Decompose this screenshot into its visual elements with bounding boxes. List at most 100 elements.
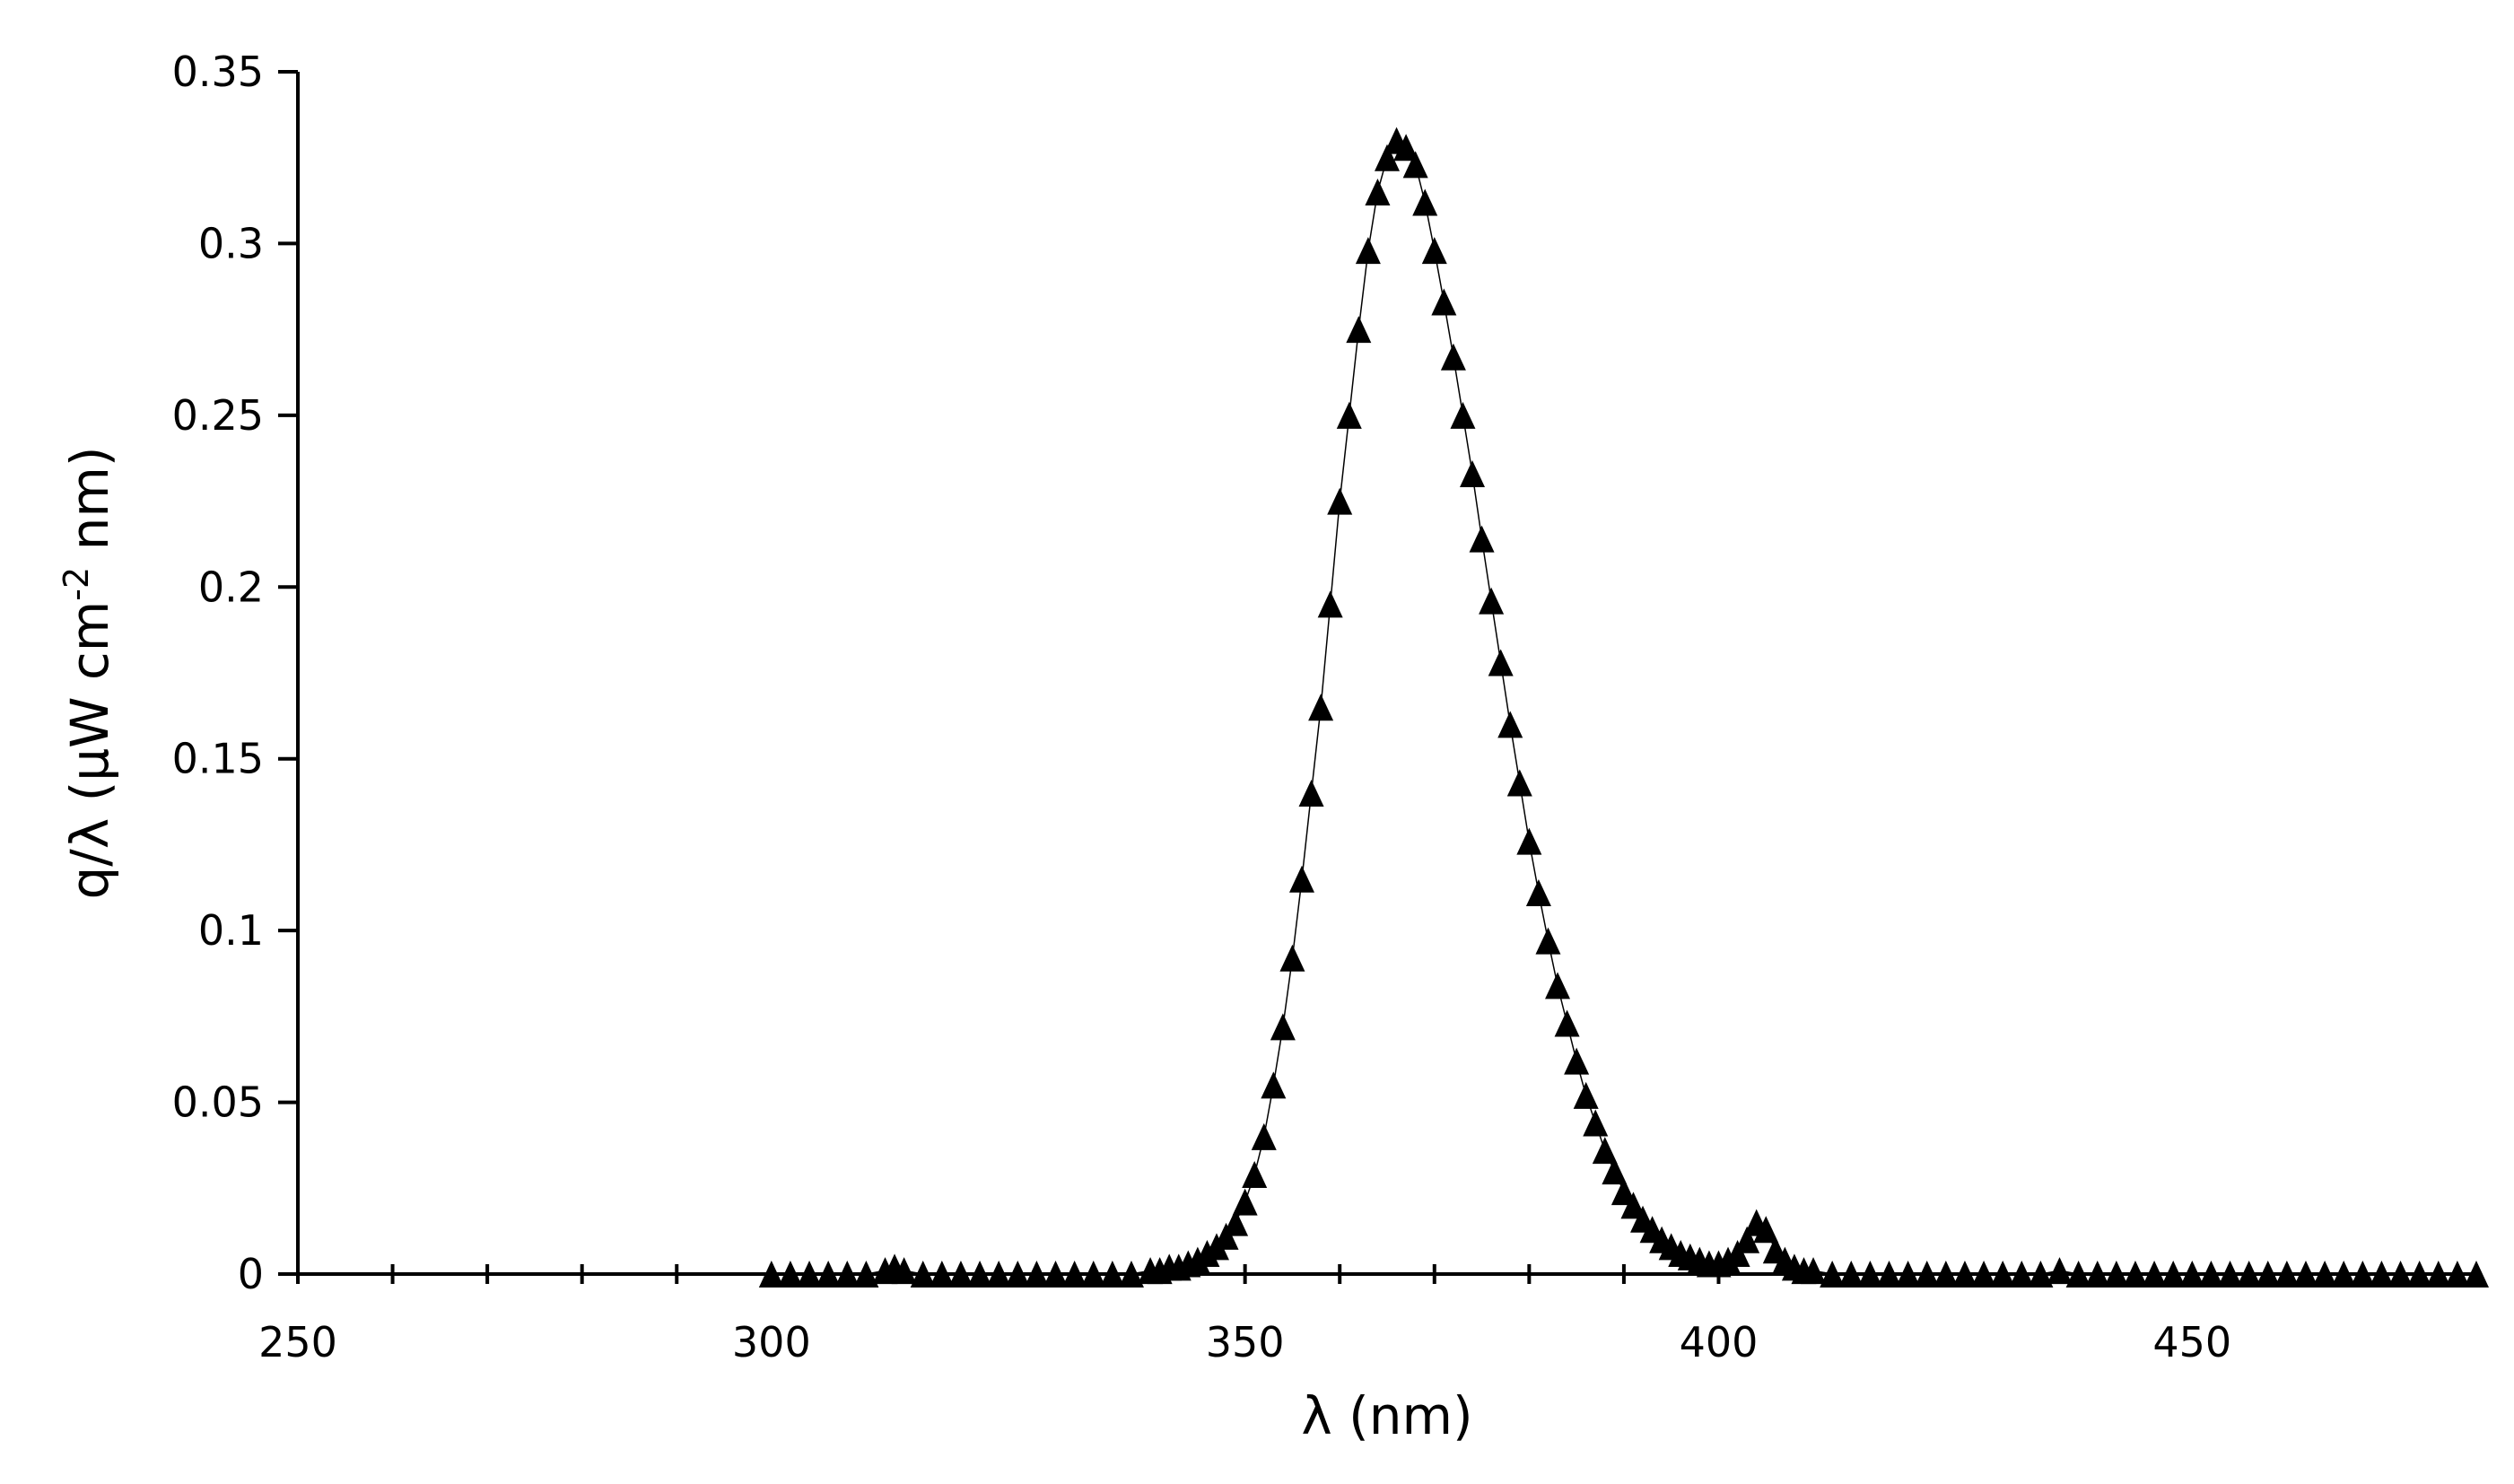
data-point <box>1535 927 1561 955</box>
data-point <box>2331 1261 2357 1288</box>
y-tick-label: 0.1 <box>198 906 264 955</box>
data-point <box>1080 1261 1106 1288</box>
data-point <box>2350 1261 2376 1288</box>
data-point <box>1118 1261 1144 1288</box>
data-point <box>910 1261 936 1288</box>
y-axis-title-superscript: -2 <box>57 567 96 601</box>
data-point <box>1620 1192 1646 1219</box>
data-point <box>2292 1261 2318 1288</box>
data-point <box>1933 1261 1959 1288</box>
data-point <box>1317 590 1343 618</box>
data-point <box>1525 879 1551 907</box>
data-point <box>2312 1261 2338 1288</box>
data-point <box>986 1261 1012 1288</box>
axes: 0 0.05 0.1 0.15 0.2 0.25 0.3 0.35 250 300 350 400 45… <box>172 48 2478 1366</box>
data-point <box>1488 649 1514 677</box>
data-point <box>1545 972 1571 1000</box>
data-point <box>1554 1009 1580 1037</box>
data-point <box>1223 1209 1249 1236</box>
data-point <box>2236 1261 2262 1288</box>
data-point <box>1431 288 1457 316</box>
data-point <box>1024 1261 1050 1288</box>
data-point <box>1279 944 1305 972</box>
data-point <box>2142 1261 2168 1288</box>
data-point <box>1043 1261 1069 1288</box>
data-point <box>1213 1222 1239 1250</box>
data-point <box>1497 711 1523 738</box>
data-point <box>1602 1157 1628 1185</box>
data-point <box>1971 1261 1997 1288</box>
x-axis-title: λ (nm) <box>1301 1385 1472 1446</box>
data-point <box>1261 1071 1287 1099</box>
data-point <box>1232 1188 1258 1216</box>
data-point <box>1099 1261 1125 1288</box>
data-point <box>797 1261 823 1288</box>
data-point <box>1460 459 1486 487</box>
data-point <box>758 1261 784 1288</box>
data-point <box>2464 1261 2489 1288</box>
data-point <box>1611 1178 1637 1206</box>
data-point <box>1753 1216 1779 1244</box>
data-point <box>777 1261 803 1288</box>
data-point <box>1573 1081 1599 1109</box>
data-point <box>1393 134 1419 161</box>
y-tick-label: 0.05 <box>172 1078 264 1127</box>
data-point <box>1375 144 1400 171</box>
data-point <box>1450 401 1476 429</box>
data-point <box>2122 1261 2148 1288</box>
data-point <box>1270 1013 1296 1041</box>
y-axis-title-main: q/λ (μW cm <box>59 601 120 900</box>
data-point <box>2387 1261 2414 1288</box>
data-point <box>853 1261 879 1288</box>
data-point <box>2369 1261 2395 1288</box>
data-point <box>1895 1261 1921 1288</box>
data-point <box>1734 1226 1760 1253</box>
data-point <box>1914 1261 1940 1288</box>
data-point <box>947 1261 973 1288</box>
data-point <box>1724 1240 1750 1268</box>
data-point <box>1346 316 1372 344</box>
data-point <box>1516 827 1542 855</box>
x-tick-label: 250 <box>258 1318 337 1366</box>
data-point <box>816 1261 842 1288</box>
y-axis-title-tail: nm) <box>59 446 120 566</box>
data-point <box>2198 1261 2224 1288</box>
data-point <box>1288 865 1314 893</box>
series-line <box>771 139 2476 1275</box>
data-point <box>2425 1261 2451 1288</box>
data-point <box>1838 1261 1864 1288</box>
data-point <box>2444 1261 2470 1288</box>
data-point <box>2009 1261 2035 1288</box>
data-point <box>1421 237 1447 265</box>
data-point <box>967 1261 993 1288</box>
x-tick-label: 450 <box>2152 1318 2231 1366</box>
y-axis-title: q/λ (μW cm-2 nm) <box>57 446 120 899</box>
data-point <box>2255 1261 2281 1288</box>
x-tick-label: 350 <box>1206 1318 1285 1366</box>
data-point <box>1402 151 1428 179</box>
data-point <box>2179 1261 2205 1288</box>
data-point <box>1308 694 1334 721</box>
data-point <box>2047 1257 2073 1285</box>
y-tick-label: 0.2 <box>198 563 264 611</box>
data-point <box>1820 1261 1846 1288</box>
data-point <box>2217 1261 2243 1288</box>
data-point <box>1990 1261 2016 1288</box>
data-point <box>1412 188 1438 216</box>
data-point <box>1440 343 1466 371</box>
data-point <box>1469 525 1495 553</box>
x-tick-label: 300 <box>732 1318 811 1366</box>
data-point <box>1564 1047 1590 1075</box>
data-point <box>1857 1261 1883 1288</box>
y-tick-label: 0 <box>238 1250 264 1298</box>
y-tick-label: 0.35 <box>172 48 264 96</box>
data-point <box>1251 1122 1277 1150</box>
data-series <box>758 127 2489 1288</box>
data-point <box>1005 1261 1031 1288</box>
y-tick-label: 0.3 <box>198 219 264 267</box>
data-point <box>1061 1261 1087 1288</box>
data-point <box>2103 1261 2129 1288</box>
data-point <box>1592 1137 1618 1165</box>
data-point <box>1242 1160 1268 1188</box>
